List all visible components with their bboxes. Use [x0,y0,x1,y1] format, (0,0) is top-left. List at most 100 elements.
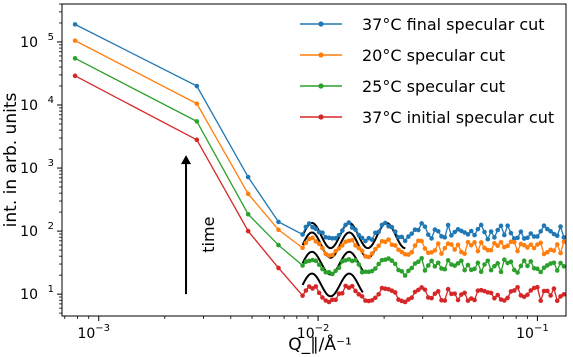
data-point-0-23 [363,238,368,244]
data-point-3-21 [356,292,362,297]
data-point-0-29 [382,220,388,226]
data-point-3-38 [412,289,418,295]
data-point-3-37 [409,295,415,300]
data-point-1-58 [478,240,484,245]
y-tick-exponent-0: 1 [48,284,54,295]
data-point-3-48 [445,286,451,292]
data-point-1-19 [349,237,355,243]
data-point-2-2 [245,211,251,217]
data-point-0-37 [409,231,415,236]
data-point-2-0 [72,56,78,61]
y-tick-label-1: 10 2 [20,221,54,240]
data-point-0-56 [472,232,477,238]
data-point-3-51 [455,297,461,303]
data-point-2-81 [554,268,560,273]
data-point-2-23 [363,269,368,275]
data-point-1-66 [505,243,510,249]
data-point-2-75 [535,266,540,272]
data-point-1-14 [333,248,338,254]
data-point-0-55 [468,228,474,234]
data-point-2-77 [541,265,547,271]
data-point-3-79 [548,293,553,298]
data-point-0-65 [502,232,507,238]
data-point-0-70 [518,229,524,234]
data-point-0-15 [336,232,342,238]
legend-marker-3 [318,114,324,120]
data-point-3-78 [545,288,550,294]
data-point-1-43 [429,250,434,255]
x-tick-exponent-1: −2 [315,323,330,334]
data-point-3-66 [505,295,510,301]
data-point-2-36 [406,268,411,274]
y-axis-label: int. in arb. units [1,93,21,228]
data-point-0-57 [475,226,481,232]
data-point-2-39 [416,259,421,265]
data-point-1-71 [521,242,527,248]
y-tick-exponent-3: 4 [48,95,54,106]
data-point-3-81 [554,298,560,304]
data-point-3-40 [419,285,424,290]
data-point-1-41 [422,246,428,251]
x-tick-exponent-2: −1 [534,323,549,334]
data-point-3-61 [488,290,494,296]
data-point-0-3 [276,219,281,225]
data-point-2-37 [409,265,415,271]
data-point-2-45 [435,260,441,266]
data-point-2-70 [518,263,524,269]
data-point-1-7 [310,235,315,241]
data-point-3-13 [330,297,335,303]
data-point-2-57 [475,260,481,266]
data-point-1-33 [396,247,401,253]
data-point-0-62 [492,235,497,240]
data-point-3-77 [541,288,547,294]
data-point-1-56 [472,240,477,245]
data-point-1-57 [475,248,481,254]
data-point-1-21 [356,245,362,251]
data-point-0-35 [402,238,408,244]
data-point-2-52 [459,258,464,264]
data-point-0-77 [541,223,547,228]
data-point-2-14 [333,268,338,274]
x-tick-label-0: 10−3 [77,323,110,342]
data-point-3-16 [339,290,345,296]
data-point-2-80 [551,260,557,266]
data-point-0-78 [545,226,550,232]
data-point-1-30 [386,237,391,242]
data-point-2-68 [511,267,517,273]
data-point-0-40 [419,221,424,226]
data-point-2-15 [336,265,342,271]
y-tick-label-3: 10 4 [20,95,54,114]
y-tick-exponent-1: 2 [48,221,54,232]
data-point-0-66 [505,223,510,228]
data-point-0-32 [392,229,398,234]
data-point-0-33 [396,234,401,240]
data-point-0-8 [313,226,319,232]
data-point-3-1 [194,137,200,143]
data-point-2-43 [429,258,434,264]
y-tick-label-0: 10 1 [20,284,54,303]
legend-marker-1 [318,52,324,58]
data-point-1-73 [528,242,534,247]
data-point-0-21 [356,232,362,238]
data-point-2-64 [498,269,504,275]
data-point-2-82 [558,260,563,266]
data-point-1-3 [276,227,281,233]
data-point-1-76 [538,240,544,246]
data-point-1-20 [353,243,358,248]
data-point-3-65 [502,298,507,303]
legend-label-2: 25°C specular cut [362,77,505,96]
data-point-2-51 [455,261,461,266]
data-point-1-54 [465,239,471,245]
data-point-2-9 [316,262,322,268]
data-point-1-51 [455,242,461,248]
data-point-0-39 [416,227,421,233]
data-point-3-5 [303,288,309,293]
data-point-2-73 [528,259,534,264]
data-point-0-5 [303,224,309,230]
data-point-3-83 [561,292,566,297]
data-point-0-16 [339,228,345,233]
data-point-0-17 [343,222,348,228]
data-point-2-61 [488,267,494,273]
time-annotation-label: time [199,217,218,253]
data-point-3-14 [333,297,338,303]
